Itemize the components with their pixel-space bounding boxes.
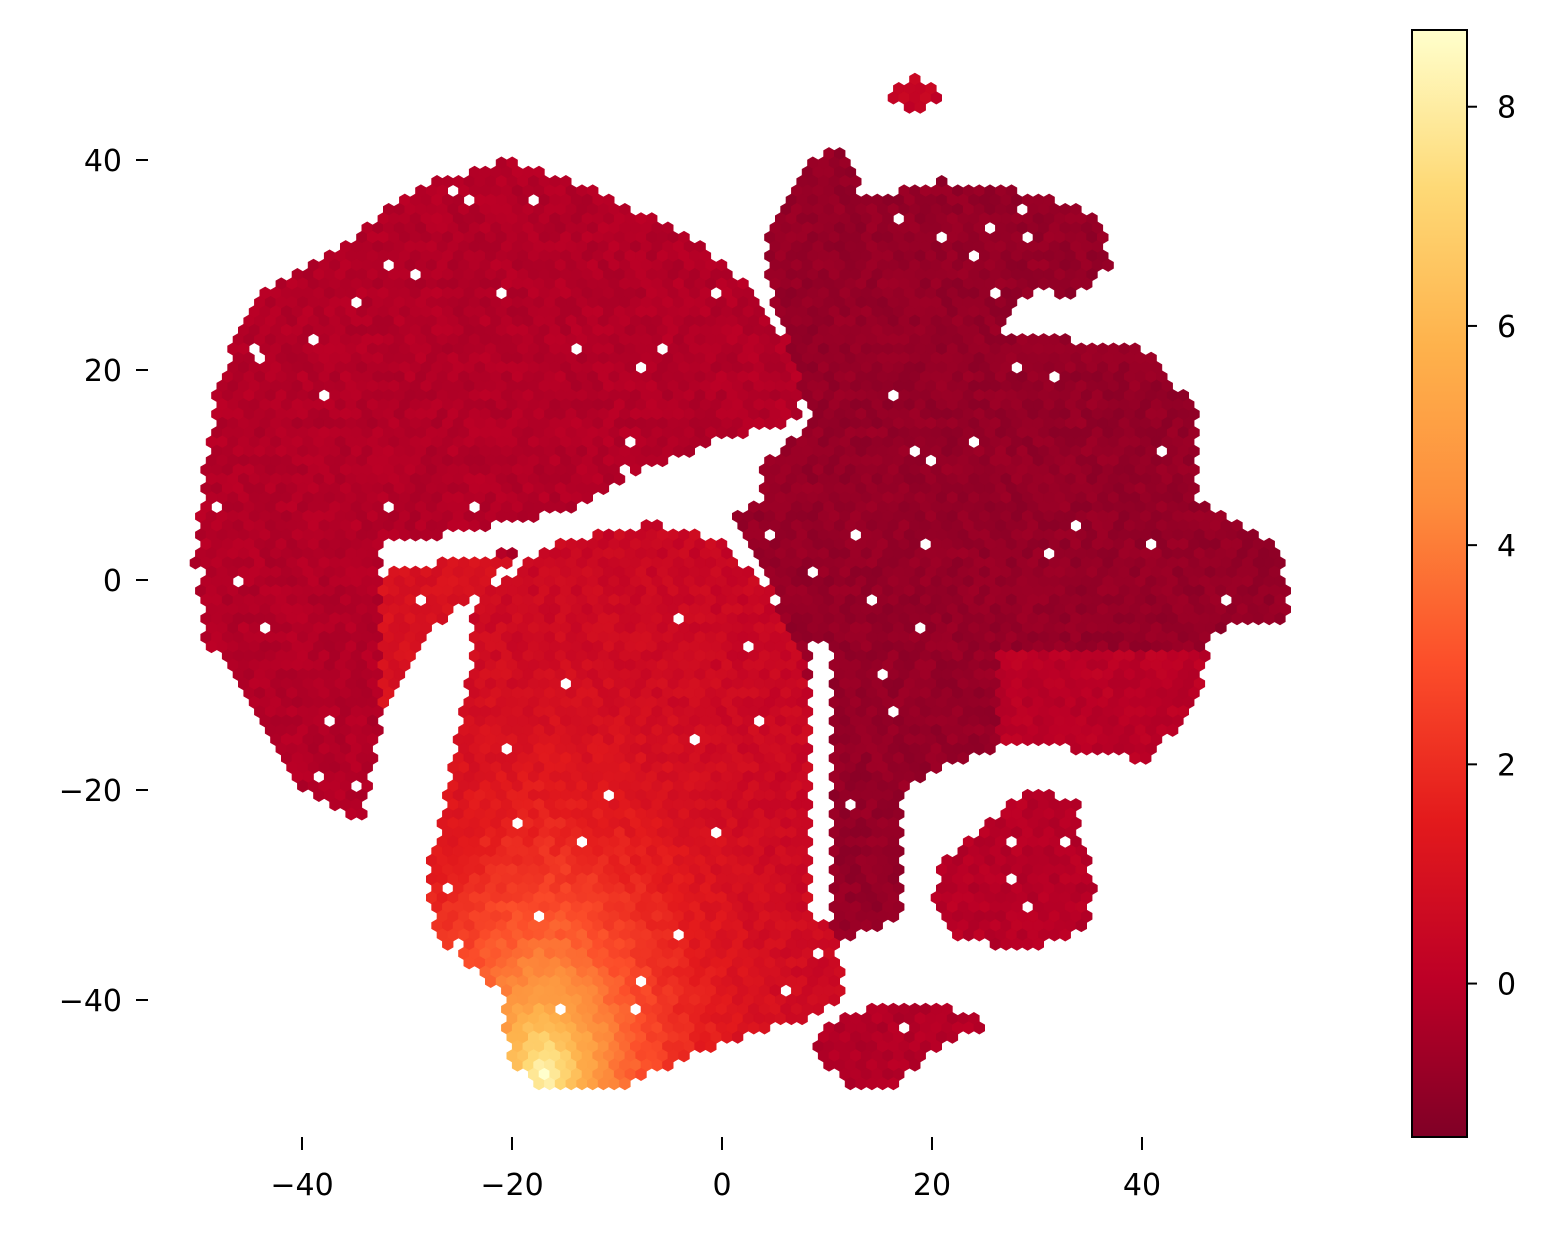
hexbin-layer: [190, 73, 1291, 1090]
hex-bin: [598, 482, 609, 494]
hex-bin: [813, 631, 824, 643]
hex-bin: [915, 101, 926, 113]
hex-bin: [1092, 743, 1103, 755]
hex-bin: [1081, 743, 1092, 755]
hex-bin: [566, 501, 577, 513]
hex-bin: [614, 473, 625, 485]
hex-bin: [1114, 743, 1125, 755]
hex-bin: [1038, 278, 1049, 290]
hex-bin: [528, 510, 539, 522]
hex-bin: [432, 529, 443, 541]
hex-bin: [1055, 287, 1066, 299]
hex-bin: [496, 510, 507, 522]
hex-bin: [399, 529, 410, 541]
hex-bin: [507, 510, 518, 522]
hex-bin: [421, 529, 432, 541]
hex-bin: [582, 492, 593, 504]
hex-bin: [480, 520, 491, 532]
hex-bin: [448, 520, 459, 532]
hex-bin: [985, 743, 996, 755]
hex-bin: [1081, 278, 1092, 290]
hex-bin: [1022, 287, 1033, 299]
hex-bin: [931, 761, 942, 773]
hex-bin: [1055, 733, 1066, 745]
hex-bin: [206, 640, 217, 652]
hex-bin: [1001, 733, 1012, 745]
hex-bin: [1103, 743, 1114, 755]
hex-bin: [544, 501, 555, 513]
hex-bin: [931, 92, 942, 104]
hex-bin: [1167, 724, 1178, 736]
hex-bin: [190, 557, 201, 569]
hex-bin: [630, 464, 641, 476]
hex-bin: [974, 743, 985, 755]
hex-bin: [1216, 622, 1227, 634]
hex-bin: [469, 520, 480, 532]
hex-bin: [1232, 613, 1243, 625]
hex-bin: [888, 92, 899, 104]
hex-bin: [738, 427, 749, 439]
hex-bin: [1033, 733, 1044, 745]
hex-bin: [410, 529, 421, 541]
hex-bin: [1065, 287, 1076, 299]
hex-bin: [1140, 752, 1151, 764]
hex-bin: [1264, 613, 1275, 625]
hex-bin: [958, 752, 969, 764]
hex-bin: [657, 454, 668, 466]
hex-bin: [1012, 733, 1023, 745]
hex-bin: [389, 529, 400, 541]
hex-bin: [518, 510, 529, 522]
hex-bin: [765, 417, 776, 429]
hex-bin: [646, 454, 657, 466]
hex-bin: [791, 408, 802, 420]
hex-bin: [727, 427, 738, 439]
hex-bin: [555, 501, 566, 513]
hex-bin: [459, 520, 470, 532]
hex-bin: [1071, 743, 1082, 755]
hex-bin: [1103, 259, 1114, 271]
hex-bin: [754, 417, 765, 429]
hex-bin: [1275, 613, 1286, 625]
hex-bin: [904, 101, 915, 113]
hex-bin: [1253, 613, 1264, 625]
hex-bin: [1130, 752, 1141, 764]
hex-bin: [437, 613, 448, 625]
hex-bin: [700, 436, 711, 448]
hex-bin: [684, 445, 695, 457]
hex-bin: [1044, 733, 1055, 745]
hex-bin: [1022, 733, 1033, 745]
hex-bin: [459, 594, 470, 606]
hex-bin: [716, 427, 727, 439]
hex-bin: [915, 771, 926, 783]
hex-bin: [297, 780, 308, 792]
hex-bin: [673, 445, 684, 457]
hex-bin: [947, 752, 958, 764]
hex-bin: [775, 417, 786, 429]
hex-bin: [1242, 613, 1253, 625]
hex-bin: [501, 557, 512, 569]
